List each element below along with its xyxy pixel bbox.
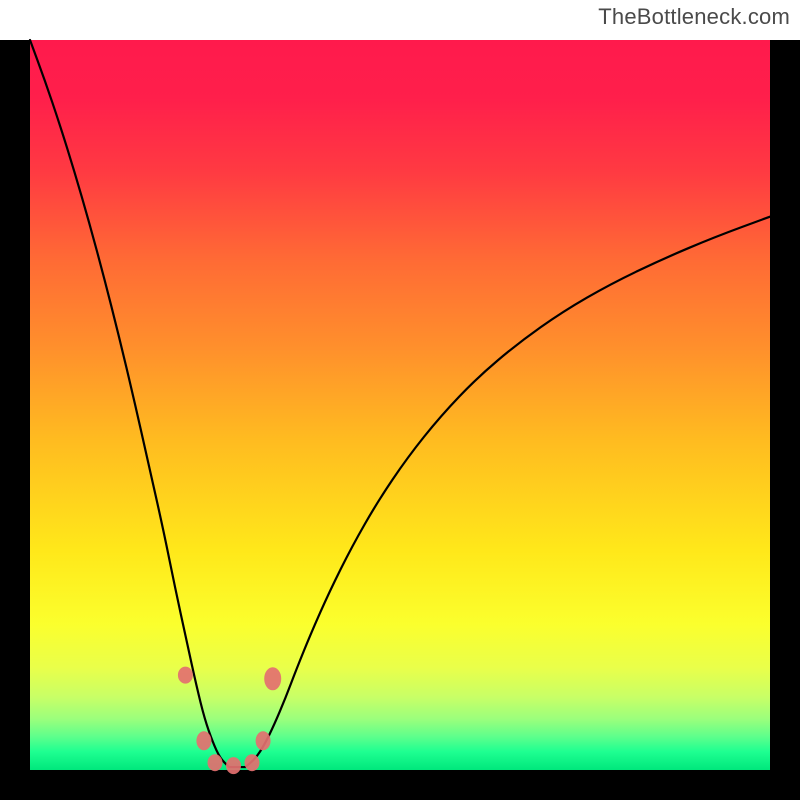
marker-point xyxy=(227,758,241,774)
marker-point xyxy=(197,732,211,750)
marker-point xyxy=(265,668,281,690)
bottleneck-curve-chart xyxy=(0,0,800,800)
gradient-plot-area xyxy=(30,40,770,770)
marker-point xyxy=(178,667,192,683)
header-strip xyxy=(0,0,800,40)
chart-container: TheBottleneck.com xyxy=(0,0,800,800)
marker-point xyxy=(208,755,222,771)
marker-point xyxy=(256,732,270,750)
marker-point xyxy=(245,755,259,771)
